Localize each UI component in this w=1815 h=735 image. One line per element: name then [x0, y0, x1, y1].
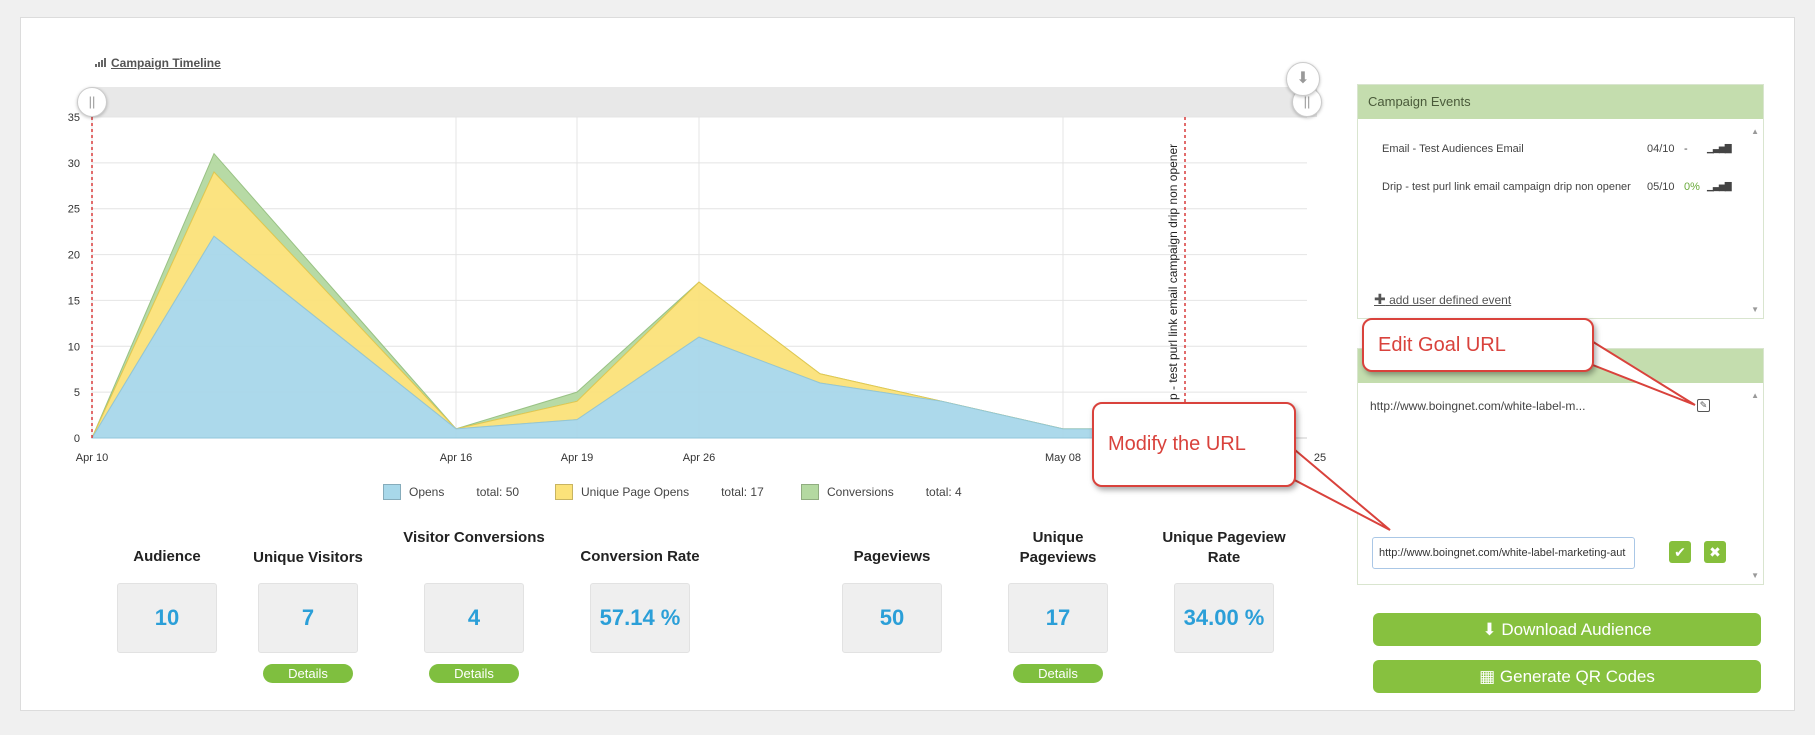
event-stats-icon[interactable]: ▁▃▅▇ — [1707, 143, 1732, 153]
event-name[interactable]: Email - Test Audiences Email — [1382, 143, 1524, 155]
legend-swatch — [555, 484, 573, 500]
download-audience-label: Download Audience — [1501, 620, 1652, 639]
event-rate: 0% — [1684, 181, 1700, 193]
y-tick-label: 25 — [68, 204, 80, 216]
x-tick-label: 25 — [1314, 452, 1326, 464]
y-tick-label: 5 — [74, 387, 80, 399]
y-tick-label: 10 — [68, 341, 80, 353]
cancel-close-icon[interactable]: ✖ — [1704, 541, 1726, 563]
bar-chart-icon — [95, 56, 107, 70]
confirm-check-icon[interactable]: ✔ — [1669, 541, 1691, 563]
legend-total: total: 50 — [476, 485, 520, 499]
event-name[interactable]: Drip - test purl link email campaign dri… — [1382, 181, 1631, 193]
stat-label-conversion-rate: Conversion Rate — [580, 548, 700, 565]
legend-swatch — [383, 484, 401, 500]
download-chart-icon[interactable]: ⬇ — [1286, 62, 1320, 96]
stat-value-unique-pageviews: 17 — [1008, 583, 1108, 653]
stat-value-unique-pageview-rate: 34.00 % — [1174, 583, 1274, 653]
y-tick-label: 30 — [68, 158, 80, 170]
add-event-label: add user defined event — [1389, 293, 1512, 307]
event-date: 04/10 — [1647, 143, 1675, 155]
stat-label-unique-visitors: Unique Visitors — [253, 549, 363, 566]
modify-url-pointer — [1283, 448, 1391, 531]
plus-icon: ✚ — [1374, 291, 1386, 307]
qr-code-icon: ▦ — [1479, 667, 1496, 686]
y-tick-label: 20 — [68, 250, 80, 262]
stat-label-unique-pageviews: Unique Pageviews — [1019, 529, 1097, 566]
stat-value-visitor-conversions: 4 — [424, 583, 524, 653]
unique-pageviews-details-button[interactable]: Details — [1013, 664, 1103, 683]
y-tick-label: 0 — [74, 433, 80, 445]
generate-qr-label: Generate QR Codes — [1499, 667, 1655, 686]
download-audience-button[interactable]: ⬇ Download Audience — [1373, 613, 1761, 646]
y-tick-label: 35 — [68, 112, 80, 124]
add-user-defined-event-link[interactable]: ✚ add user defined event — [1374, 291, 1511, 308]
event-rate: - — [1684, 143, 1688, 155]
goal-url-text: http://www.boingnet.com/white-label-m... — [1370, 399, 1586, 413]
unique-visitors-details-button[interactable]: Details — [263, 664, 353, 683]
generate-qr-codes-button[interactable]: ▦ Generate QR Codes — [1373, 660, 1761, 693]
legend-label: Conversions — [827, 485, 894, 499]
event-date: 05/10 — [1647, 181, 1675, 193]
goal-url-input[interactable] — [1372, 537, 1635, 569]
legend-total: total: 4 — [925, 485, 962, 499]
range-selector-bar — [92, 87, 1317, 117]
range-handle-left[interactable]: || — [77, 87, 107, 117]
event-marker-label: p - test purl link email campaign drip n… — [1166, 144, 1180, 400]
scroll-up-icon[interactable]: ▲ — [1751, 391, 1759, 400]
x-tick-label: Apr 26 — [683, 452, 715, 464]
x-tick-label: May 08 — [1045, 452, 1081, 464]
edit-icon[interactable]: ✎ — [1697, 399, 1710, 412]
stat-label-visitor-conversions: Visitor Conversions — [403, 529, 545, 546]
visitor-conversions-details-button[interactable]: Details — [429, 664, 519, 683]
stat-label-unique-pageview-rate: Unique Pageview Rate — [1162, 529, 1286, 566]
event-stats-icon[interactable]: ▁▃▅▇ — [1707, 181, 1732, 191]
legend-total: total: 17 — [721, 485, 764, 499]
x-tick-label: Apr 16 — [440, 452, 472, 464]
stat-label-audience: Audience — [133, 548, 201, 565]
y-tick-label: 15 — [68, 295, 80, 307]
legend-opens: Opens total: 50 — [383, 484, 519, 500]
scroll-down-icon[interactable]: ▼ — [1751, 305, 1759, 314]
stat-value-conversion-rate: 57.14 % — [590, 583, 690, 653]
legend-conversions: Conversions total: 4 — [801, 484, 962, 500]
campaign-events-title: Campaign Events — [1358, 85, 1763, 119]
modify-url-callout: Modify the URL — [1092, 402, 1296, 487]
legend-swatch — [801, 484, 819, 500]
stat-value-pageviews: 50 — [842, 583, 942, 653]
scroll-down-icon[interactable]: ▼ — [1751, 571, 1759, 580]
stat-value-audience: 10 — [117, 583, 217, 653]
x-tick-label: Apr 10 — [76, 452, 108, 464]
edit-goal-pointer — [1578, 338, 1696, 406]
scroll-up-icon[interactable]: ▲ — [1751, 127, 1759, 136]
x-tick-label: Apr 19 — [561, 452, 593, 464]
legend-unique-page-opens: Unique Page Opens total: 17 — [555, 484, 764, 500]
legend-label: Opens — [409, 485, 445, 499]
campaign-timeline-link[interactable]: Campaign Timeline — [95, 56, 221, 70]
stat-label-pageviews: Pageviews — [853, 548, 931, 565]
download-icon: ⬇ — [1482, 620, 1497, 639]
stat-value-unique-visitors: 7 — [258, 583, 358, 653]
chart-title: Campaign Timeline — [111, 56, 221, 70]
edit-goal-callout: Edit Goal URL — [1362, 318, 1594, 372]
legend-label: Unique Page Opens — [581, 485, 690, 499]
